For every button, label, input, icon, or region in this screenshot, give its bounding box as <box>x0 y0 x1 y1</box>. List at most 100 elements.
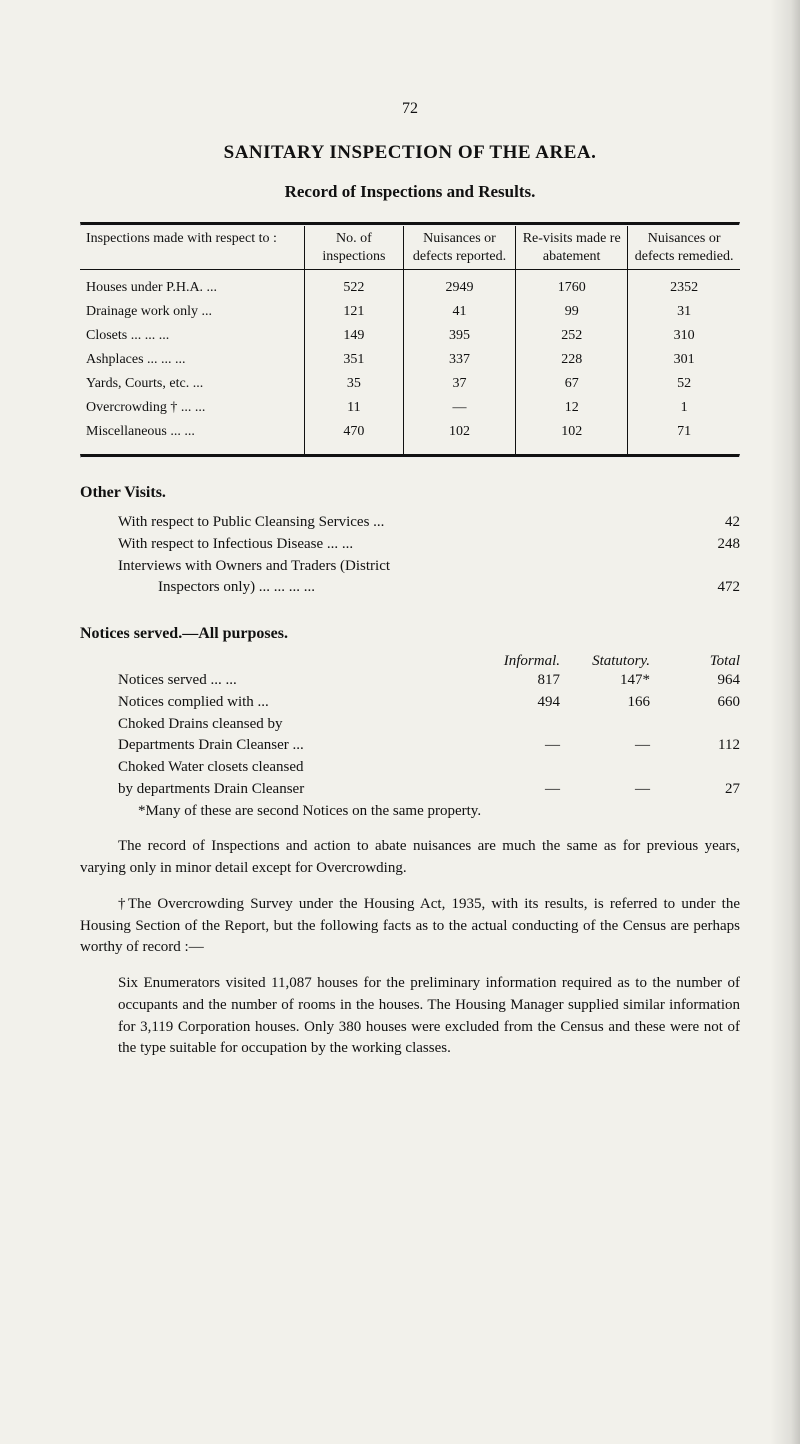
cell: 41 <box>403 300 515 324</box>
col-header-1: No. of inspections <box>304 226 403 270</box>
cell: — <box>470 735 560 757</box>
page-title: SANITARY INSPECTION OF THE AREA. <box>80 142 740 164</box>
item-label: With respect to Infectious Disease ... .… <box>80 534 680 556</box>
col-header-4: Nuisances or defects remedied. <box>628 226 740 270</box>
cell: 1760 <box>516 270 628 301</box>
paragraph-3: Six Enumerators visited 11,087 houses fo… <box>118 973 740 1060</box>
cell: 12 <box>516 396 628 420</box>
cell: 522 <box>304 270 403 301</box>
table-row: Drainage work only ... 121 41 99 31 <box>80 300 740 324</box>
cell: 252 <box>516 324 628 348</box>
cell: 35 <box>304 372 403 396</box>
row-label: Drainage work only ... <box>80 300 304 324</box>
list-item: Choked Water closets cleansed <box>80 757 740 779</box>
list-item: by departments Drain Cleanser — — 27 <box>80 779 740 801</box>
list-item: With respect to Infectious Disease ... .… <box>80 534 740 556</box>
cell: 99 <box>516 300 628 324</box>
cell: 147* <box>560 670 650 692</box>
item-label: Notices served ... ... <box>80 670 470 692</box>
other-visits-list: With respect to Public Cleansing Service… <box>80 512 740 599</box>
cell: 71 <box>628 420 740 454</box>
item-label: Departments Drain Cleanser ... <box>80 735 470 757</box>
item-value <box>680 556 740 578</box>
row-label: Yards, Courts, etc. ... <box>80 372 304 396</box>
cell: 964 <box>650 670 740 692</box>
cell: — <box>403 396 515 420</box>
list-item: Choked Drains cleansed by <box>80 714 740 736</box>
cell: 52 <box>628 372 740 396</box>
row-label: Closets ... ... ... <box>80 324 304 348</box>
notices-heading: Notices served.—All purposes. <box>80 625 740 643</box>
inspections-table: Inspections made with respect to : No. o… <box>80 226 740 454</box>
item-value: 42 <box>680 512 740 534</box>
notices-list: Notices served ... ... 817 147* 964 Noti… <box>80 670 740 822</box>
cell: 228 <box>516 348 628 372</box>
col-header-3: Re-visits made re abatement <box>516 226 628 270</box>
table-row: Ashplaces ... ... ... 351 337 228 301 <box>80 348 740 372</box>
table-row: Miscellaneous ... ... 470 102 102 71 <box>80 420 740 454</box>
item-label: With respect to Public Cleansing Service… <box>80 512 680 534</box>
cell <box>650 714 740 736</box>
list-item: Notices served ... ... 817 147* 964 <box>80 670 740 692</box>
item-value: 248 <box>680 534 740 556</box>
row-label: Miscellaneous ... ... <box>80 420 304 454</box>
cell: 310 <box>628 324 740 348</box>
col-total: Total <box>650 653 740 670</box>
cell <box>470 757 560 779</box>
cell: 112 <box>650 735 740 757</box>
table-header-row: Inspections made with respect to : No. o… <box>80 226 740 270</box>
col-header-label: Inspections made with respect to : <box>80 226 304 270</box>
cell: 27 <box>650 779 740 801</box>
cell: 395 <box>403 324 515 348</box>
cell <box>470 714 560 736</box>
cell: 149 <box>304 324 403 348</box>
item-label: Notices complied with ... <box>80 692 470 714</box>
cell <box>560 757 650 779</box>
cell: 494 <box>470 692 560 714</box>
cell: 660 <box>650 692 740 714</box>
col-statutory: Statutory. <box>560 653 650 670</box>
cell: 2949 <box>403 270 515 301</box>
paragraph-2: †The Overcrowding Survey under the Housi… <box>80 894 740 959</box>
cell: 37 <box>403 372 515 396</box>
cell: 67 <box>516 372 628 396</box>
cell: 351 <box>304 348 403 372</box>
item-label: Interviews with Owners and Traders (Dist… <box>80 556 680 578</box>
page-subtitle: Record of Inspections and Results. <box>80 182 740 202</box>
table-row: Overcrowding † ... ... 11 — 12 1 <box>80 396 740 420</box>
item-label: Choked Drains cleansed by <box>80 714 470 736</box>
cell: — <box>560 779 650 801</box>
row-label: Houses under P.H.A. ... <box>80 270 304 301</box>
item-label: Inspectors only) ... ... ... ... <box>80 577 680 599</box>
list-item: With respect to Public Cleansing Service… <box>80 512 740 534</box>
cell: 2352 <box>628 270 740 301</box>
row-label: Overcrowding † ... ... <box>80 396 304 420</box>
col-informal: Informal. <box>470 653 560 670</box>
notices-footnote: *Many of these are second Notices on the… <box>80 801 740 823</box>
table-row: Houses under P.H.A. ... 522 2949 1760 23… <box>80 270 740 301</box>
list-item: Notices complied with ... 494 166 660 <box>80 692 740 714</box>
page-number: 72 <box>80 100 740 118</box>
cell: — <box>560 735 650 757</box>
cell: 166 <box>560 692 650 714</box>
cell: — <box>470 779 560 801</box>
table-row: Closets ... ... ... 149 395 252 310 <box>80 324 740 348</box>
cell: 470 <box>304 420 403 454</box>
other-visits-heading: Other Visits. <box>80 484 740 502</box>
table-bottom-rule <box>80 454 740 458</box>
cell <box>560 714 650 736</box>
col-header-2: Nuisances or defects reported. <box>403 226 515 270</box>
row-label: Ashplaces ... ... ... <box>80 348 304 372</box>
cell: 1 <box>628 396 740 420</box>
notices-columns: Informal. Statutory. Total <box>118 653 740 670</box>
cell: 102 <box>516 420 628 454</box>
item-value: 472 <box>680 577 740 599</box>
cell <box>650 757 740 779</box>
item-label: by departments Drain Cleanser <box>80 779 470 801</box>
list-item: Departments Drain Cleanser ... — — 112 <box>80 735 740 757</box>
paragraph-1: The record of Inspections and action to … <box>80 836 740 880</box>
list-item: Interviews with Owners and Traders (Dist… <box>80 556 740 578</box>
item-label: Choked Water closets cleansed <box>80 757 470 779</box>
cell: 31 <box>628 300 740 324</box>
cell: 11 <box>304 396 403 420</box>
